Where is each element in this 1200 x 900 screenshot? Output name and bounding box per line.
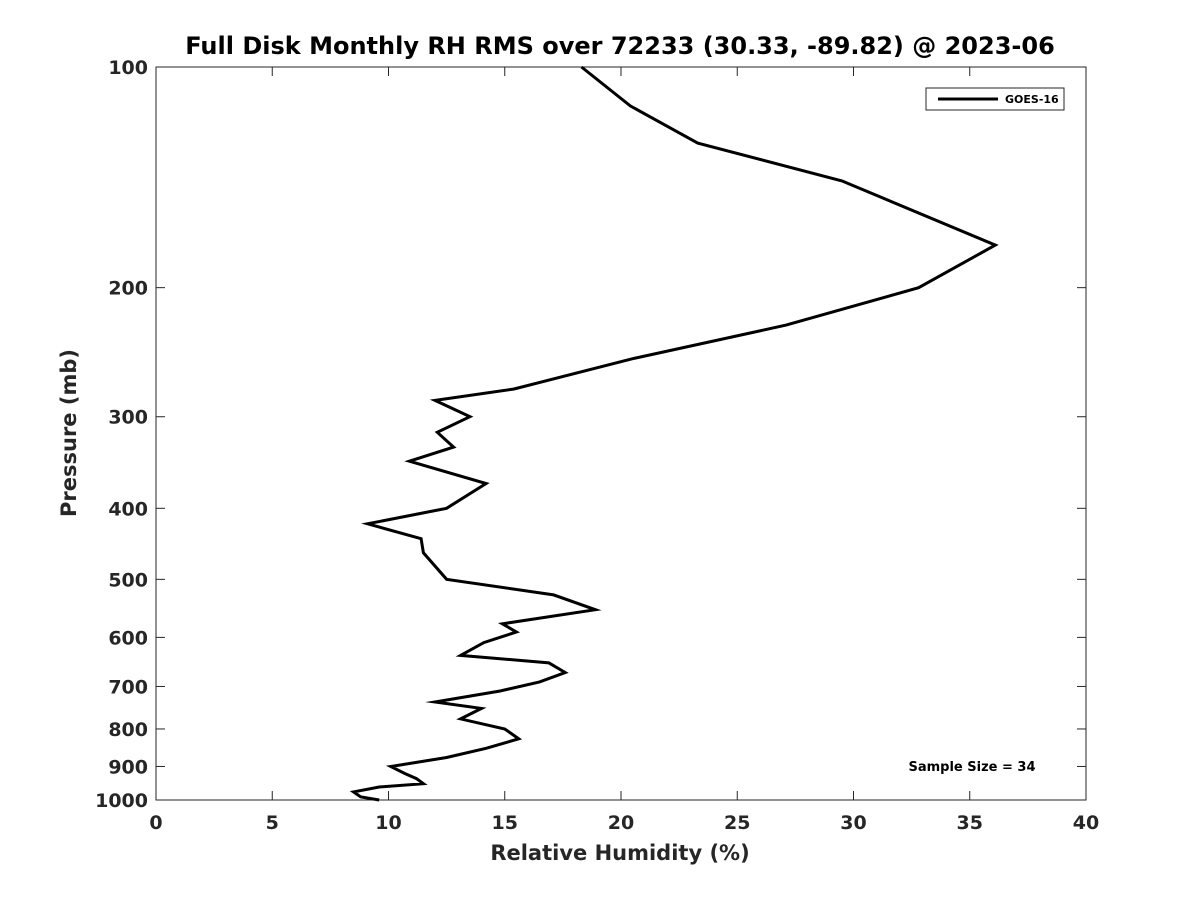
x-tick-label: 5	[266, 812, 279, 834]
y-tick-label: 700	[108, 676, 148, 698]
x-tick-label: 30	[840, 812, 866, 834]
x-tick-label: 0	[149, 812, 162, 834]
y-tick-label: 200	[108, 278, 148, 300]
x-tick-label: 35	[957, 812, 983, 834]
y-tick-label: 100	[108, 57, 148, 79]
series-layer	[349, 65, 999, 802]
chart-title: Full Disk Monthly RH RMS over 72233 (30.…	[185, 32, 1055, 60]
plot-area: 0 5 10 15 20 25 30 35 40 100 200 300 400 500 600 700 80…	[95, 57, 1099, 834]
x-axis-label: Relative Humidity (%)	[490, 841, 749, 865]
y-axis-ticks: 100 200 300 400 500 600 700 800 900 1000	[95, 57, 1086, 812]
x-tick-label: 40	[1073, 812, 1099, 834]
y-tick-label: 400	[108, 498, 148, 520]
x-axis-ticks: 0 5 10 15 20 25 30 35 40	[149, 67, 1099, 834]
legend-label-goes-16: GOES-16	[1005, 93, 1059, 106]
y-tick-label: 600	[108, 627, 148, 649]
x-tick-label: 15	[492, 812, 518, 834]
x-tick-label: 25	[724, 812, 750, 834]
sample-size-annotation: Sample Size = 34	[908, 760, 1035, 775]
y-tick-label: 900	[108, 756, 148, 778]
y-tick-label: 500	[108, 569, 148, 591]
x-tick-label: 20	[608, 812, 634, 834]
legend: GOES-16	[925, 87, 1065, 111]
y-tick-label: 800	[108, 719, 148, 741]
series-line-goes-16	[349, 65, 999, 802]
y-tick-label: 300	[108, 407, 148, 429]
y-tick-label: 1000	[95, 790, 148, 812]
y-axis-label: Pressure (mb)	[57, 349, 81, 517]
x-tick-label: 10	[375, 812, 401, 834]
